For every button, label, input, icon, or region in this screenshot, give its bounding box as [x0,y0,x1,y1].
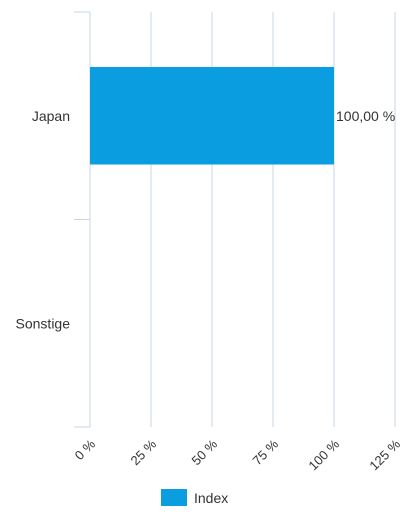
legend[interactable]: Index [161,489,228,506]
legend-swatch-index [161,489,187,506]
x-tick-label: 25 % [128,436,160,468]
legend-label-index: Index [194,490,228,506]
x-tick-label: 0 % [72,436,99,463]
x-tick-label: 50 % [189,436,221,468]
data-label: 100,00 % [336,108,395,124]
x-tick-label: 75 % [250,436,282,468]
x-tick-label: 125 % [366,436,402,473]
x-tick-label: 100 % [305,436,342,473]
category-label: Sonstige [16,315,71,331]
category-label: Japan [32,108,70,124]
bar-japan [90,67,334,165]
